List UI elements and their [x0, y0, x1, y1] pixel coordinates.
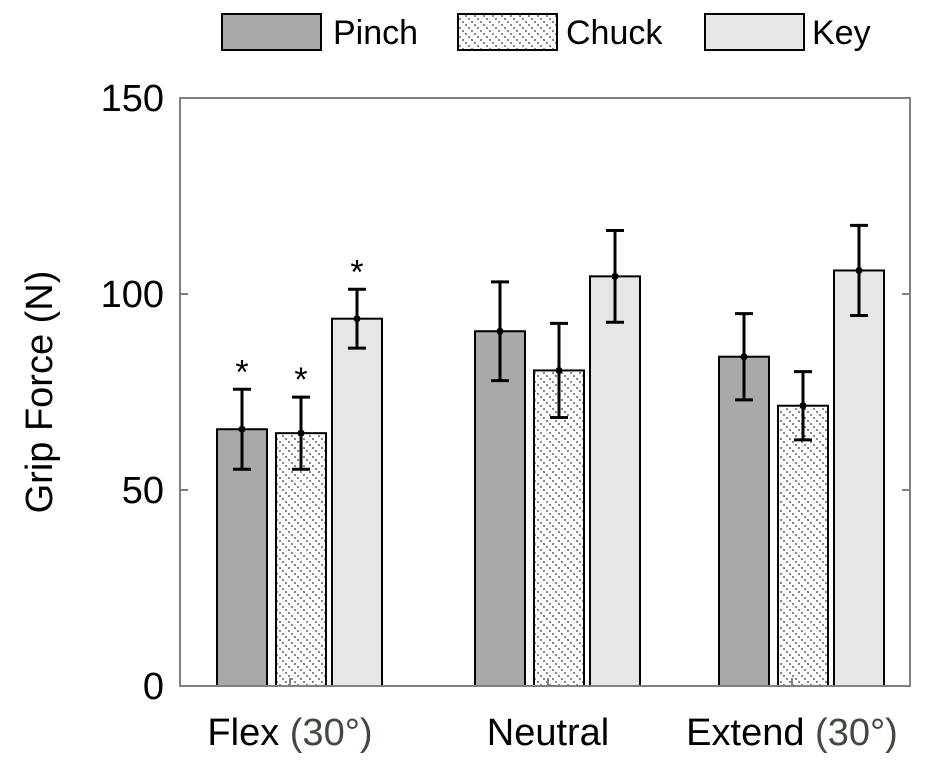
bar-chuck [275, 432, 327, 687]
mean-marker [297, 429, 305, 437]
legend-swatch-chuck [457, 13, 558, 51]
x-tick-label: Extend (30°) [686, 712, 898, 754]
bar-pinch [474, 330, 526, 687]
mean-marker [855, 266, 863, 274]
y-tick-label: 50 [122, 470, 164, 512]
x-tick-label: Neutral [487, 712, 610, 754]
bar-pinch [718, 355, 770, 687]
bar-key [331, 317, 383, 687]
bar-pinch [216, 428, 268, 687]
mean-marker [799, 402, 807, 410]
legend-label-pinch: Pinch [333, 14, 418, 52]
x-axis: Flex (30°) Neutral Extend (30°) [207, 712, 897, 754]
legend-swatch-pinch [221, 13, 322, 51]
mean-marker [555, 366, 563, 374]
mean-marker [740, 353, 748, 361]
y-axis-label: Grip Force (N) [19, 271, 61, 514]
bar-key [589, 275, 641, 687]
significance-marker: * [350, 253, 363, 291]
bar-key [833, 269, 885, 687]
y-tick-label: 100 [101, 274, 164, 316]
legend-label-key: Key [812, 14, 871, 52]
y-axis: 0 50 100 150 [101, 78, 910, 708]
mean-marker [611, 272, 619, 280]
legend-label-chuck: Chuck [566, 14, 663, 52]
y-tick-label: 150 [101, 78, 164, 120]
plot-area: * * * [216, 223, 885, 687]
bar-chuck [777, 404, 829, 687]
legend: Pinch Chuck Key [221, 13, 871, 52]
significance-marker: * [235, 353, 248, 391]
mean-marker [238, 425, 246, 433]
mean-marker [496, 327, 504, 335]
x-tick-label: Flex (30°) [207, 712, 372, 754]
mean-marker [353, 315, 361, 323]
significance-marker: * [294, 361, 307, 399]
axes-frame [179, 97, 911, 687]
y-tick-label: 0 [143, 666, 164, 708]
legend-swatch-key [704, 13, 805, 51]
